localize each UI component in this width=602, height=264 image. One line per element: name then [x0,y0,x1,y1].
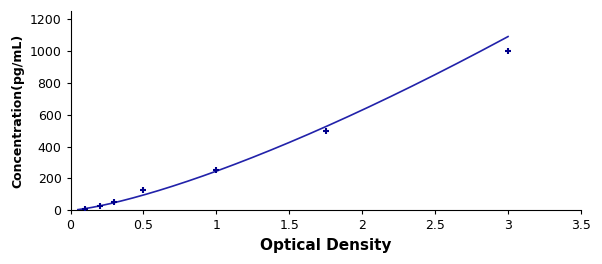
Y-axis label: Concentration(pg/mL): Concentration(pg/mL) [11,34,24,188]
X-axis label: Optical Density: Optical Density [260,238,391,253]
